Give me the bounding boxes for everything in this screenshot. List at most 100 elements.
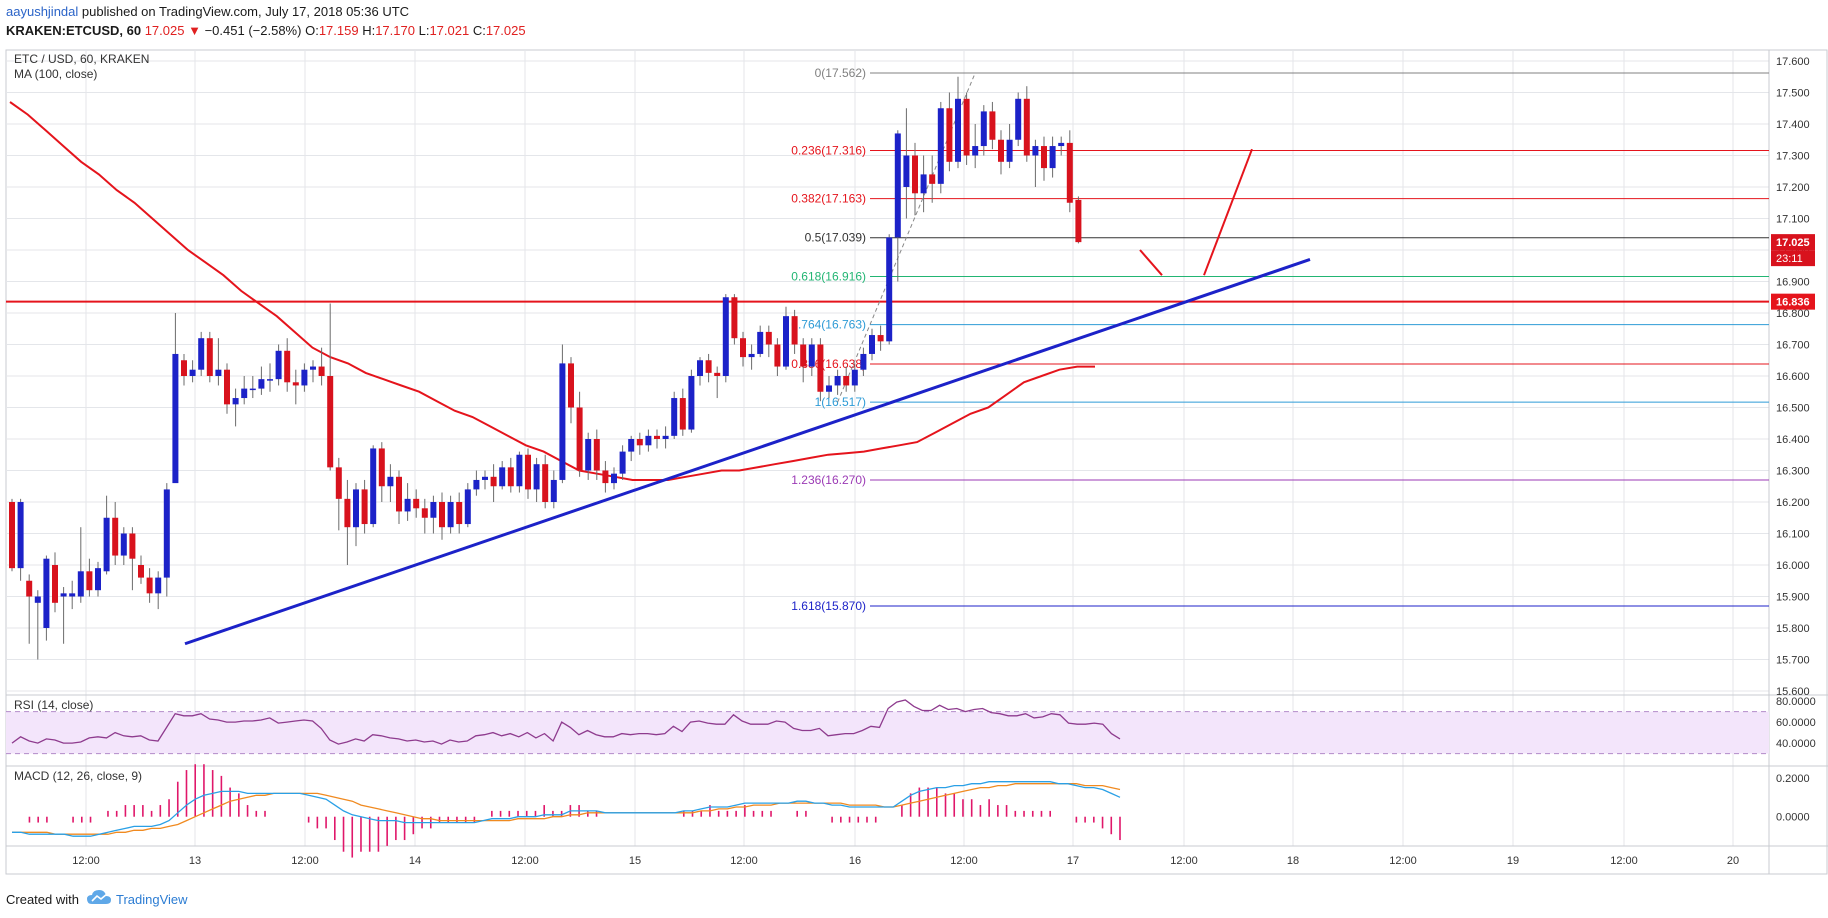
- candle-down: [576, 407, 583, 471]
- candle-down: [989, 111, 996, 140]
- candle-down: [817, 344, 824, 392]
- candle-down: [507, 467, 514, 487]
- candle-down: [998, 139, 1004, 162]
- macd-line: [12, 781, 1121, 837]
- candle-down: [791, 316, 798, 345]
- tradingview-cloud-icon[interactable]: [86, 888, 112, 908]
- macd-signal-line: [12, 783, 1121, 835]
- candle-down: [731, 297, 738, 339]
- price-tick-label: 16.800: [1776, 308, 1810, 320]
- candle-up: [550, 479, 557, 502]
- candle-up: [783, 316, 789, 367]
- candle-up: [77, 571, 84, 597]
- candle-up: [808, 344, 815, 367]
- candle-down: [843, 376, 850, 386]
- candle-down: [542, 464, 549, 502]
- candle-up: [370, 448, 377, 525]
- time-tick-label: 12:00: [511, 855, 539, 867]
- candle-down: [1041, 146, 1047, 169]
- candle-down: [9, 502, 15, 569]
- candle-up: [267, 379, 273, 381]
- candle-up: [671, 398, 678, 436]
- candle-down: [490, 476, 497, 487]
- candle-down: [292, 382, 299, 386]
- candle-up: [69, 593, 76, 597]
- candle-down: [284, 350, 291, 383]
- candle-down: [705, 360, 712, 373]
- candle-up: [559, 363, 566, 480]
- time-tick-label: 12:00: [291, 855, 319, 867]
- candle-up: [662, 435, 669, 439]
- candle-down: [774, 344, 781, 367]
- candle-down: [1066, 142, 1073, 203]
- price-tick-label: 16.900: [1776, 277, 1810, 289]
- candle-up: [95, 568, 101, 591]
- candle-up: [499, 467, 506, 487]
- rsi-tick-label: 40.0000: [1776, 738, 1816, 750]
- resistance-price-label: 16.836: [1776, 297, 1810, 309]
- candle-up: [920, 174, 927, 194]
- tradingview-brand[interactable]: TradingView: [116, 892, 188, 907]
- price-chart[interactable]: 17.600 17.500 17.400 17.300 17.200 17.100 17.0…: [0, 44, 1828, 882]
- candle-up: [189, 369, 196, 376]
- candle-down: [112, 517, 119, 556]
- candle-up: [241, 388, 248, 399]
- price-tick-label: 17.400: [1776, 119, 1810, 131]
- created-with-text: Created with: [6, 892, 79, 907]
- candle-down: [181, 360, 187, 376]
- candle-up: [955, 98, 961, 162]
- candle-up: [886, 237, 893, 342]
- rsi-label: RSI (14, close): [14, 698, 93, 712]
- high-label: H:: [362, 23, 376, 38]
- close-value: 17.025: [485, 23, 526, 38]
- candle-down: [654, 435, 660, 439]
- candle-down: [568, 363, 574, 408]
- candle-up: [301, 369, 308, 386]
- candle-down: [378, 448, 385, 487]
- candle-up: [937, 108, 944, 184]
- candle-down: [138, 565, 144, 578]
- time-tick-label: 12:00: [1170, 855, 1198, 867]
- time-tick-label: 18: [1287, 855, 1299, 867]
- candle-down: [344, 498, 351, 528]
- last-price-badge: [1771, 234, 1815, 251]
- candle-down: [714, 372, 721, 376]
- fib-level-label: 1(16.517): [815, 395, 866, 409]
- price-tick-label: 16.700: [1776, 340, 1810, 352]
- candle-down: [1023, 98, 1030, 156]
- candle-down: [206, 338, 213, 376]
- candle-down: [602, 470, 609, 484]
- candle-up: [533, 464, 540, 490]
- chart-header: aayushjindal published on TradingView.co…: [0, 0, 1828, 44]
- macd-tick-label: 0.0000: [1776, 812, 1810, 824]
- price-tick-label: 16.600: [1776, 371, 1810, 383]
- candle-up: [1058, 142, 1065, 147]
- candle-down: [525, 454, 531, 490]
- price-tick-label: 17.100: [1776, 214, 1810, 226]
- rsi-band: [6, 711, 1769, 754]
- candle-up: [860, 353, 867, 370]
- candle-down: [361, 489, 368, 525]
- candle-up: [17, 502, 24, 569]
- price-tick-label: 16.400: [1776, 434, 1810, 446]
- candle-up: [748, 353, 755, 358]
- open-value: 17.159: [318, 23, 359, 38]
- candle-up: [516, 454, 523, 487]
- candle-up: [757, 331, 764, 354]
- author-link[interactable]: aayushjindal: [6, 4, 79, 19]
- time-tick-label: 12:00: [1610, 855, 1638, 867]
- fib-level-label: 0.236(17.316): [791, 143, 866, 157]
- candle-up: [585, 439, 592, 471]
- rsi-tick-label: 60.0000: [1776, 717, 1816, 729]
- candle-down: [26, 580, 33, 597]
- candle-down: [52, 565, 58, 603]
- candle-down: [439, 502, 445, 528]
- price-tick-label: 16.300: [1776, 466, 1810, 478]
- time-tick-label: 13: [189, 855, 201, 867]
- time-tick-label: 12:00: [950, 855, 978, 867]
- candle-up: [619, 451, 626, 474]
- candle-up: [903, 155, 910, 187]
- price-tick-label: 15.800: [1776, 623, 1810, 635]
- price-change: −0.451 (−2.58%): [204, 23, 302, 38]
- candle-up: [387, 476, 394, 487]
